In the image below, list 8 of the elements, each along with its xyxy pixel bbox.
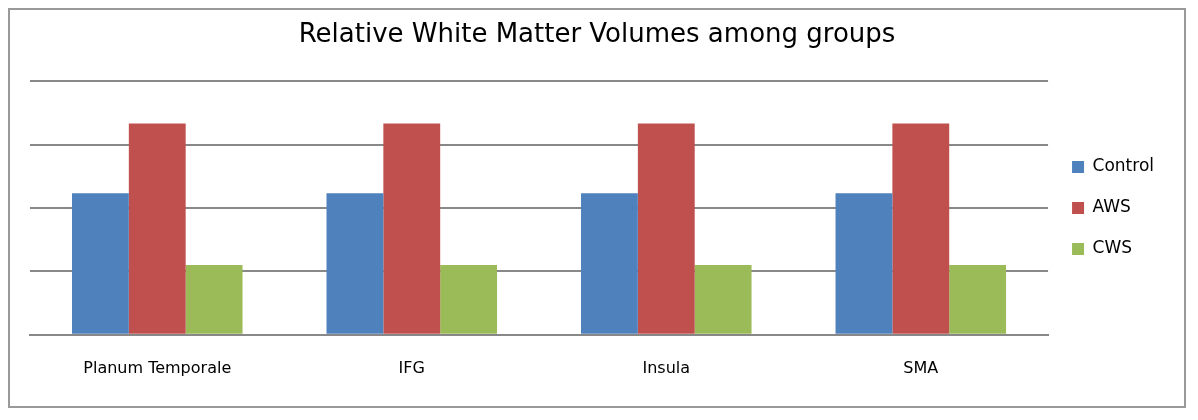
x-tick-label: Insula — [642, 357, 691, 377]
legend-label: AWS — [1092, 196, 1131, 217]
legend-label: CWS — [1092, 237, 1133, 258]
chart-title: Relative White Matter Volumes among groups — [298, 18, 896, 49]
legend-label: Control — [1092, 155, 1154, 176]
x-tick-label: IFG — [398, 357, 425, 377]
x-tick-label: Planum Temporale — [83, 357, 232, 377]
x-tick-label: SMA — [903, 357, 939, 377]
